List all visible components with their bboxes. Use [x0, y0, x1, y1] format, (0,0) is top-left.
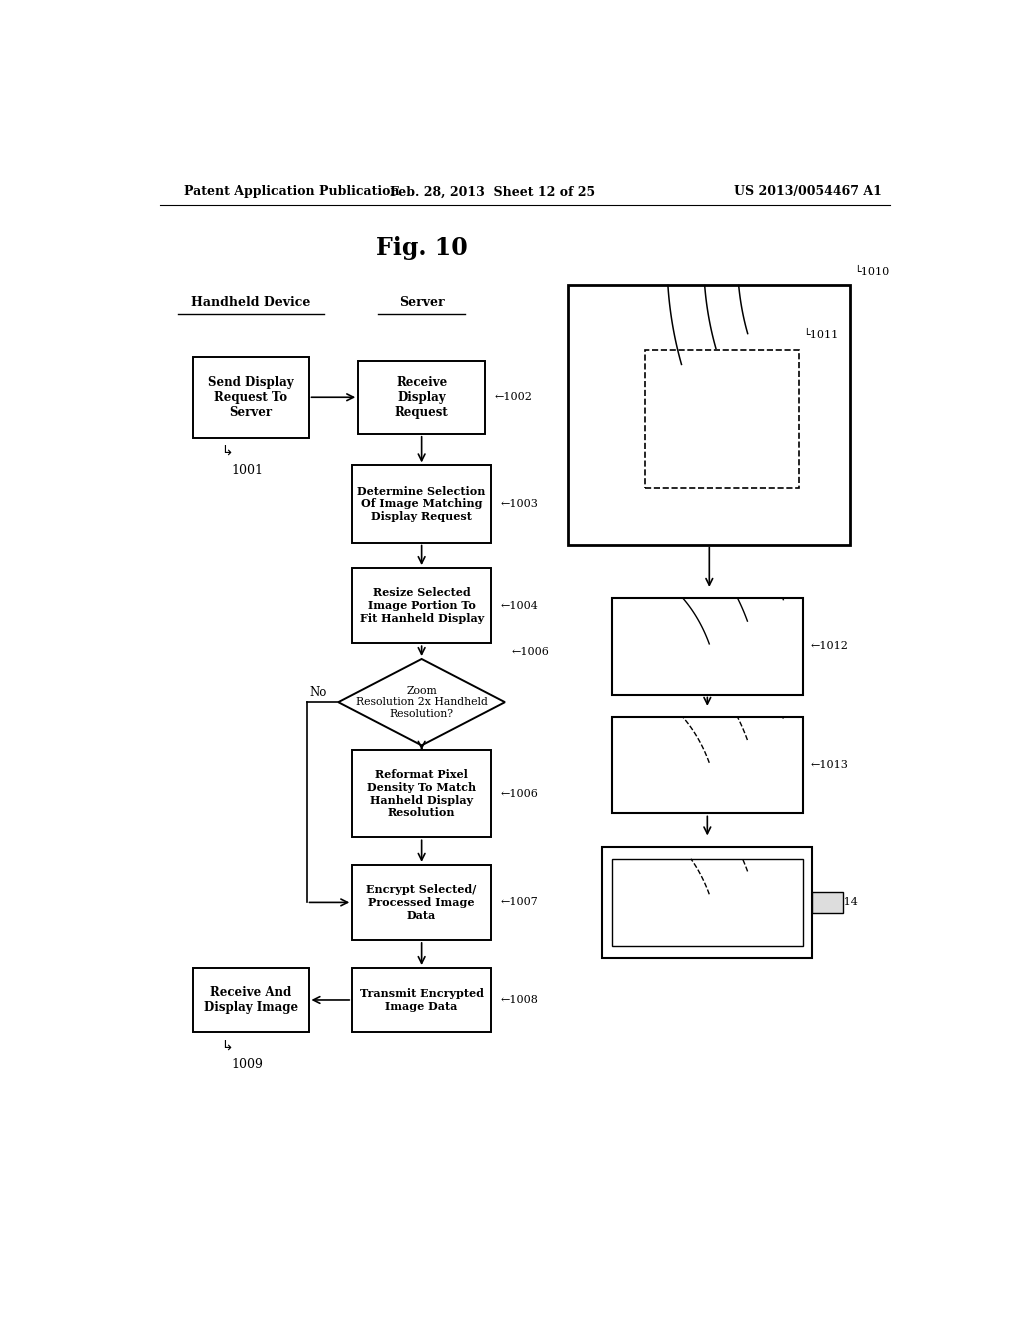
Text: ←1013: ←1013	[811, 760, 848, 770]
Text: └1011: └1011	[804, 330, 839, 341]
Bar	[352, 568, 492, 643]
Text: Patent Application Publication: Patent Application Publication	[183, 185, 399, 198]
Text: ←1002: ←1002	[495, 392, 532, 403]
Text: └1010: └1010	[854, 267, 890, 277]
Bar	[194, 356, 308, 438]
Bar	[611, 859, 803, 946]
Text: 1009: 1009	[231, 1059, 263, 1072]
Text: Server: Server	[398, 296, 444, 309]
Text: ←1004: ←1004	[501, 601, 539, 611]
Bar	[568, 285, 850, 545]
Bar	[352, 968, 492, 1032]
Text: ←1012: ←1012	[811, 642, 848, 651]
Text: ←1007: ←1007	[501, 898, 539, 907]
Text: ←1006: ←1006	[501, 788, 539, 799]
Text: Feb. 28, 2013  Sheet 12 of 25: Feb. 28, 2013 Sheet 12 of 25	[390, 185, 596, 198]
Bar	[644, 350, 800, 487]
Text: ↳: ↳	[221, 1039, 233, 1053]
Text: 1001: 1001	[231, 465, 263, 478]
Text: Resize Selected
Image Portion To
Fit Hanheld Display: Resize Selected Image Portion To Fit Han…	[359, 587, 483, 624]
Text: Reformat Pixel
Density To Match
Hanheld Display
Resolution: Reformat Pixel Density To Match Hanheld …	[367, 770, 476, 818]
Bar	[612, 717, 803, 813]
Text: Zoom
Resolution 2x Handheld
Resolution?: Zoom Resolution 2x Handheld Resolution?	[355, 685, 487, 719]
Text: Receive And
Display Image: Receive And Display Image	[204, 986, 298, 1014]
Bar	[352, 865, 492, 940]
Text: No: No	[310, 685, 327, 698]
Polygon shape	[338, 659, 505, 746]
Text: Encrypt Selected/
Processed Image
Data: Encrypt Selected/ Processed Image Data	[367, 884, 477, 921]
Text: Send Display
Request To
Server: Send Display Request To Server	[208, 376, 294, 418]
Bar	[612, 598, 803, 694]
Text: ←1003: ←1003	[501, 499, 539, 510]
Text: ←1014: ←1014	[820, 898, 858, 907]
Text: Receive
Display
Request: Receive Display Request	[395, 376, 449, 418]
Text: ↳: ↳	[221, 445, 233, 459]
Text: Determine Selection
Of Image Matching
Display Request: Determine Selection Of Image Matching Di…	[357, 486, 485, 523]
Text: ←1008: ←1008	[501, 995, 539, 1005]
Text: Yes: Yes	[424, 755, 443, 768]
Text: Transmit Encrypted
Image Data: Transmit Encrypted Image Data	[359, 989, 483, 1012]
Bar	[602, 846, 812, 958]
Bar	[812, 892, 843, 912]
Bar	[358, 360, 485, 434]
Text: US 2013/0054467 A1: US 2013/0054467 A1	[734, 185, 882, 198]
Bar	[352, 466, 492, 543]
Text: Fig. 10: Fig. 10	[376, 236, 468, 260]
Text: ←1006: ←1006	[511, 647, 549, 657]
Bar	[194, 968, 308, 1032]
Text: Handheld Device: Handheld Device	[191, 296, 310, 309]
Bar	[352, 750, 492, 837]
